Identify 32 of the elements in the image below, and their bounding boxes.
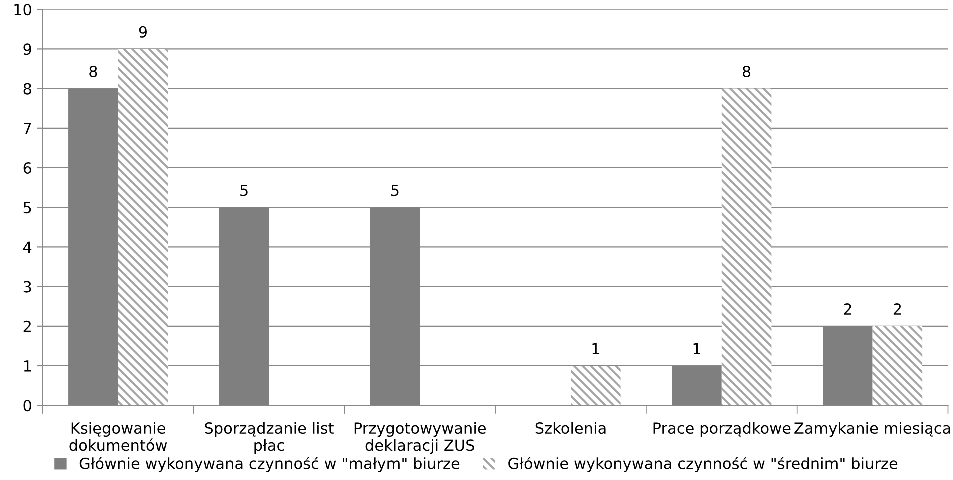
y-tick-label: 8 (24, 83, 32, 95)
y-tick-label: 6 (24, 162, 32, 174)
y-tick-label: 2 (24, 320, 31, 332)
data-label: 2 (894, 304, 902, 315)
bar (571, 366, 621, 406)
x-tick-label: Prace porządkowe (654, 422, 791, 438)
x-tick-label: Zamykanie miesiąca (794, 422, 950, 438)
y-tick-label: 1 (24, 360, 32, 372)
data-label: 2 (844, 304, 852, 315)
data-label: 8 (90, 66, 98, 78)
legend-label: Głównie wykonywana czynność w "średnim" biurze (508, 456, 898, 472)
data-label: 1 (592, 343, 600, 354)
data-label: 5 (392, 184, 399, 196)
x-tick-label: Przygotowywanie deklaracji ZUS (354, 422, 486, 454)
data-label: 1 (694, 343, 700, 354)
x-tick-label: Sporządzanie list płac (205, 422, 334, 454)
legend-label: Głównie wykonywana czynność w "małym" biurze (80, 456, 460, 472)
y-tick-label: 4 (23, 242, 32, 254)
y-tick-label: 5 (24, 202, 32, 214)
data-label: 5 (240, 184, 248, 196)
y-tick-label: 10 (14, 4, 32, 16)
x-tick-label: Księgowanie dokumentów (70, 422, 168, 452)
bar (722, 88, 772, 406)
data-label: 9 (139, 26, 148, 38)
bar (118, 49, 168, 406)
x-tick-label: Szkolenia (536, 422, 606, 434)
y-tick-label: 9 (24, 44, 32, 56)
bar (872, 326, 923, 406)
y-tick-label: 0 (24, 400, 32, 412)
y-tick-label: 3 (24, 281, 32, 293)
data-label: 8 (742, 66, 751, 78)
y-tick-label: 7 (24, 123, 32, 134)
